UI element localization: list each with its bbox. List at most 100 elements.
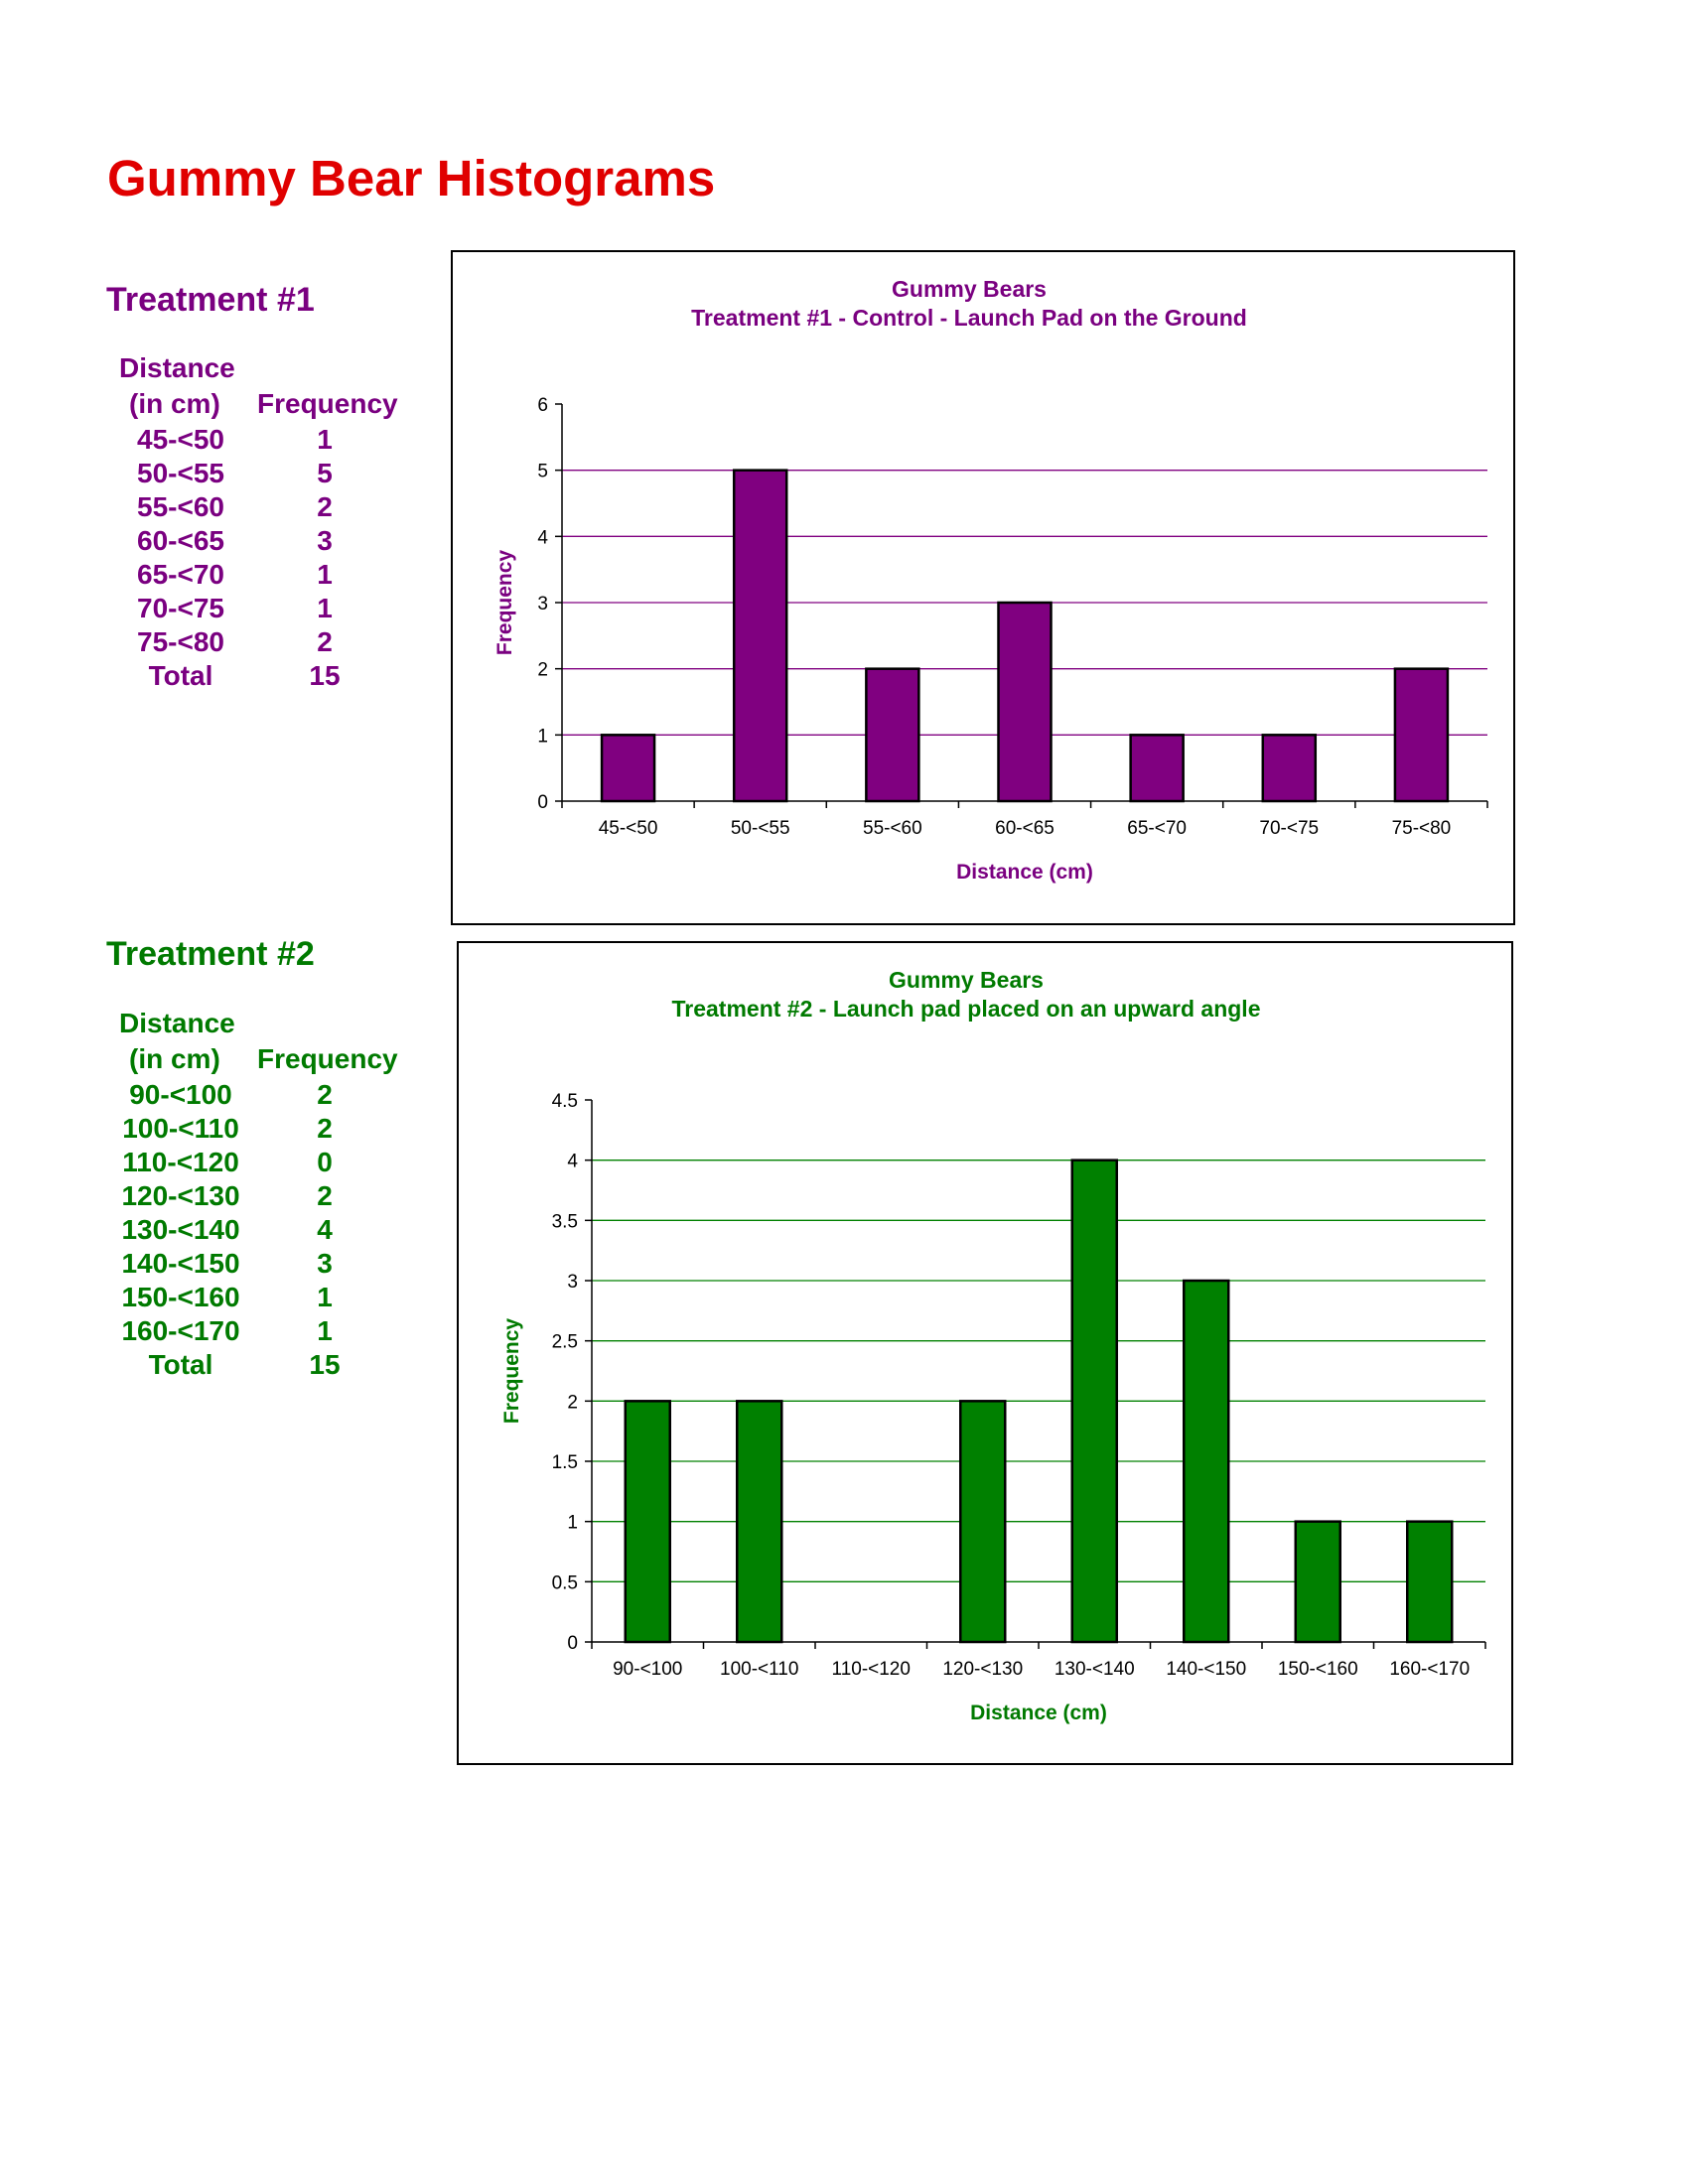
frequency-cell: 3 (317, 525, 333, 556)
bar (997, 601, 1053, 803)
distance-range-cell: 150-<160 (121, 1282, 240, 1312)
table-row: 140-<150 3 (111, 1248, 409, 1282)
x-tick-label: 150-<160 (1278, 1659, 1358, 1680)
y-tick-label: 2 (537, 660, 548, 681)
x-tick-label: 75-<80 (1392, 818, 1452, 839)
frequency-header: Frequency (257, 1043, 398, 1074)
frequency-cell: 1 (317, 559, 333, 590)
table-row: 130-<140 4 (111, 1214, 409, 1248)
y-axis-label: Frequency (500, 1318, 523, 1425)
table-row: 60-<65 3 (111, 525, 409, 559)
distance-range-cell: 160-<170 (121, 1315, 240, 1346)
table-row: 50-<55 5 (111, 458, 409, 491)
bar (1393, 667, 1450, 803)
y-tick-label: 4.5 (552, 1091, 578, 1112)
y-tick-label: 0 (537, 792, 548, 813)
distance-range-cell: 60-<65 (137, 525, 224, 556)
y-tick-label: 3 (537, 594, 548, 614)
x-tick-label: 60-<65 (995, 818, 1055, 839)
x-tick-label: 100-<110 (720, 1659, 798, 1680)
frequency-cell: 0 (317, 1147, 333, 1177)
y-tick-label: 4 (567, 1152, 578, 1172)
bar (624, 1400, 671, 1644)
frequency-cell: 2 (317, 1079, 333, 1110)
y-axis-label: Frequency (493, 550, 516, 656)
y-tick-label: 2.5 (552, 1332, 578, 1353)
y-tick-label: 0 (567, 1633, 578, 1654)
y-tick-label: 4 (537, 527, 548, 548)
x-tick-label: 90-<100 (613, 1659, 682, 1680)
distance-header: Distance (119, 352, 235, 383)
x-tick-label: 70-<75 (1259, 818, 1319, 839)
bar (736, 1400, 783, 1644)
distance-range-cell: 120-<130 (121, 1180, 240, 1211)
distance-range-cell: 100-<110 (122, 1113, 239, 1144)
distance-range-cell: 55-<60 (137, 491, 224, 522)
x-tick-label: 50-<55 (731, 818, 790, 839)
bar (1294, 1520, 1341, 1644)
table-row: 75-<80 2 (111, 626, 409, 660)
frequency-cell: 1 (317, 1315, 333, 1346)
table-row: 120-<130 2 (111, 1180, 409, 1214)
x-tick-label: 45-<50 (599, 818, 658, 839)
y-tick-label: 2 (567, 1392, 578, 1413)
x-tick-label: 140-<150 (1166, 1659, 1246, 1680)
total-value: 15 (309, 1349, 341, 1380)
chart-title: Gummy Bears (892, 276, 1047, 302)
total-label: Total (148, 1349, 213, 1380)
distance-range-cell: 70-<75 (137, 593, 224, 623)
chart-title: Gummy Bears (889, 967, 1044, 993)
table-row: 160-<170 1 (111, 1315, 409, 1349)
treatment-1-chart-svg: Gummy Bears Treatment #1 - Control - Laun… (493, 276, 1488, 884)
frequency-cell: 5 (317, 458, 333, 488)
total-value: 15 (309, 660, 341, 691)
bar (1406, 1520, 1454, 1644)
distance-range-cell: 140-<150 (121, 1248, 240, 1279)
distance-unit-header: (in cm) (129, 1043, 220, 1074)
frequency-cell: 2 (317, 491, 333, 522)
frequency-cell: 2 (317, 1113, 333, 1144)
treatment-2-chart: Gummy Bears Treatment #2 - Launch pad pla… (457, 941, 1513, 1765)
y-tick-label: 3 (567, 1272, 578, 1293)
bar (865, 667, 920, 803)
y-tick-label: 3.5 (552, 1211, 578, 1232)
table-row: 70-<75 1 (111, 593, 409, 626)
table-total-row: Total 15 (111, 660, 409, 694)
total-label: Total (148, 660, 213, 691)
frequency-cell: 1 (317, 1282, 333, 1312)
frequency-cell: 2 (317, 1180, 333, 1211)
distance-range-cell: 45-<50 (137, 424, 224, 455)
table-total-row: Total 15 (111, 1349, 409, 1383)
table-row: 90-<100 2 (111, 1079, 409, 1113)
table-row: 100-<110 2 (111, 1113, 409, 1147)
y-tick-label: 1 (567, 1513, 578, 1534)
frequency-cell: 4 (317, 1214, 333, 1245)
x-tick-label: 120-<130 (942, 1659, 1023, 1680)
table-row: 55-<60 2 (111, 491, 409, 525)
treatment-1-heading: Treatment #1 (106, 281, 315, 319)
distance-range-cell: 110-<120 (122, 1147, 239, 1177)
page-title: Gummy Bear Histograms (107, 150, 716, 206)
frequency-cell: 3 (317, 1248, 333, 1279)
frequency-cell: 2 (317, 626, 333, 657)
x-tick-label: 160-<170 (1389, 1659, 1470, 1680)
chart-subtitle: Treatment #2 - Launch pad placed on an u… (671, 996, 1260, 1022)
x-tick-label: 55-<60 (863, 818, 922, 839)
frequency-header: Frequency (257, 388, 398, 419)
bar (1070, 1159, 1118, 1644)
x-axis-label: Distance (cm) (970, 1702, 1107, 1724)
chart-subtitle: Treatment #1 - Control - Launch Pad on t… (691, 305, 1247, 331)
distance-range-cell: 75-<80 (137, 626, 224, 657)
distance-unit-header: (in cm) (129, 388, 220, 419)
x-tick-label: 110-<120 (832, 1659, 911, 1680)
y-tick-label: 1.5 (552, 1452, 578, 1473)
bar (1129, 734, 1185, 803)
bar (600, 734, 656, 803)
frequency-cell: 1 (317, 593, 333, 623)
treatment-1-chart: Gummy Bears Treatment #1 - Control - Laun… (451, 250, 1515, 925)
table-row: 45-<50 1 (111, 424, 409, 458)
table-row: 65-<70 1 (111, 559, 409, 593)
treatment-2-heading: Treatment #2 (106, 935, 315, 973)
table-row: 150-<160 1 (111, 1282, 409, 1315)
distance-range-cell: 90-<100 (129, 1079, 232, 1110)
